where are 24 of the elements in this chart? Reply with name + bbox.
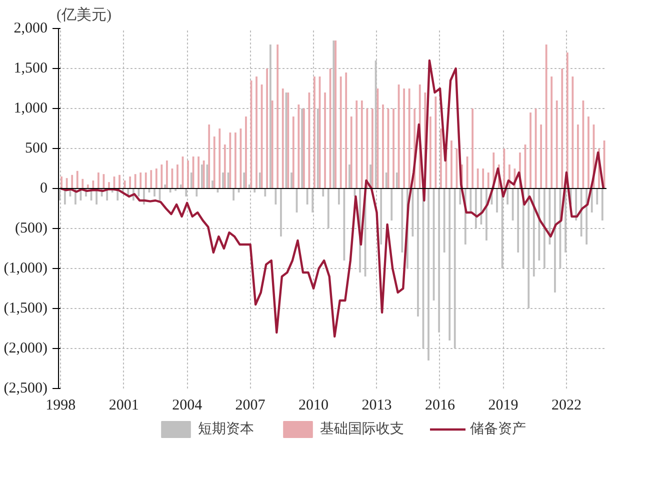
y-tick-label: 2,000 [14,20,48,36]
y-tick-label: (2,500) [4,380,48,396]
legend-label: 储备资产 [470,420,526,438]
x-tick-label: 2010 [298,398,329,414]
y-tick-label: (1,000) [4,260,48,276]
legend-label: 基础国际收支 [320,420,404,438]
x-tick-label: 1998 [46,398,76,414]
x-tick-label: 2001 [108,398,139,414]
legend-label: 短期资本 [198,420,254,438]
y-tick-label: 0 [40,180,48,196]
y-tick-label: 1,000 [14,100,48,116]
y-tick-label: 1,500 [14,60,48,76]
line-series [60,59,604,338]
y-tick-label: 500 [25,140,48,156]
x-tick-label: 2007 [235,398,266,414]
y-tick-label: (1,500) [4,300,48,316]
y-tick-label: (2,000) [4,340,48,356]
x-tick-label: 2022 [551,398,582,414]
y-tick-label: (500) [15,220,48,236]
x-tick-label: 2013 [362,398,392,414]
x-tick-label: 2019 [488,398,518,414]
x-tick-label: 2004 [172,398,203,414]
x-tick-label: 2016 [424,398,456,414]
y-axis-title: (亿美元) [56,6,112,24]
